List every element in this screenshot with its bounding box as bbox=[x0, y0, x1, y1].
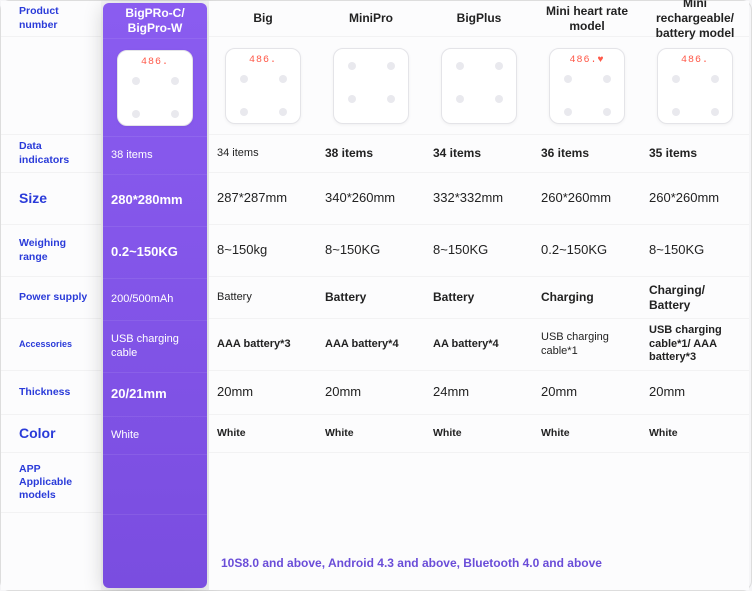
col-color: White bbox=[641, 415, 749, 453]
scale-readout: 486. bbox=[681, 55, 709, 68]
col-accessories: AAA battery*4 bbox=[317, 319, 425, 371]
col-thickness: 20mm bbox=[317, 371, 425, 415]
col-weighing-range: 8~150KG bbox=[425, 225, 533, 277]
scale-thumb-icon: 486.♥ bbox=[549, 48, 625, 124]
label-accessories: Accessories bbox=[1, 319, 101, 371]
data-column-0: Big 486. 34 items287*287mm8~150kgBatteryAA… bbox=[209, 1, 317, 590]
col-image: 486. bbox=[641, 37, 749, 135]
col-weighing-range: 8~150KG bbox=[317, 225, 425, 277]
col-name: Mini heart rate model bbox=[533, 1, 641, 37]
col-name: BigPlus bbox=[425, 1, 533, 37]
scale-readout: 486. bbox=[249, 55, 277, 68]
highlight-weighing-range: 0.2~150KG bbox=[103, 227, 207, 279]
col-name: MiniPro bbox=[317, 1, 425, 37]
col-data-indicators: 36 items bbox=[533, 135, 641, 173]
col-data-indicators: 34 items bbox=[209, 135, 317, 173]
scale-thumb-icon: 486. bbox=[225, 48, 301, 124]
label-product-number: Product number bbox=[1, 1, 101, 37]
col-thickness: 20mm bbox=[641, 371, 749, 415]
col-weighing-range: 8~150kg bbox=[209, 225, 317, 277]
col-weighing-range: 0.2~150KG bbox=[533, 225, 641, 277]
col-size: 332*332mm bbox=[425, 173, 533, 225]
label-data-indicators: Data indicators bbox=[1, 135, 101, 173]
app-compatibility-text: 10S8.0 and above, Android 4.3 and above,… bbox=[213, 547, 733, 580]
col-size: 340*260mm bbox=[317, 173, 425, 225]
col-size: 260*260mm bbox=[533, 173, 641, 225]
scale-thumb-icon: 486. bbox=[117, 50, 193, 126]
col-accessories: USB charging cable*1/ AAA battery*3 bbox=[641, 319, 749, 371]
col-image: 486. bbox=[209, 37, 317, 135]
highlight-app-spacer bbox=[103, 455, 207, 515]
col-thickness: 24mm bbox=[425, 371, 533, 415]
col-power-supply: Battery bbox=[209, 277, 317, 319]
highlight-accessories: USB charging cable bbox=[103, 321, 207, 373]
label-power-supply: Power supply bbox=[1, 277, 101, 319]
row-labels-column: Product number Data indicators Size Weig… bbox=[1, 1, 101, 590]
col-weighing-range: 8~150KG bbox=[641, 225, 749, 277]
col-power-supply: Battery bbox=[317, 277, 425, 319]
comparison-table: Product number Data indicators Size Weig… bbox=[1, 1, 751, 590]
label-thickness: Thickness bbox=[1, 371, 101, 415]
col-accessories: USB charging cable*1 bbox=[533, 319, 641, 371]
data-column-2: BigPlus 34 items332*332mm8~150KGBatteryAA… bbox=[425, 1, 533, 590]
col-size: 287*287mm bbox=[209, 173, 317, 225]
col-data-indicators: 35 items bbox=[641, 135, 749, 173]
col-accessories: AA battery*4 bbox=[425, 319, 533, 371]
col-color: White bbox=[317, 415, 425, 453]
highlight-data-indicators: 38 items bbox=[103, 137, 207, 175]
col-color: White bbox=[533, 415, 641, 453]
highlight-size: 280*280mm bbox=[103, 175, 207, 227]
col-power-supply: Charging/ Battery bbox=[641, 277, 749, 319]
label-weighing-range: Weighing range bbox=[1, 225, 101, 277]
col-thickness: 20mm bbox=[209, 371, 317, 415]
col-color: White bbox=[425, 415, 533, 453]
scale-thumb-icon bbox=[441, 48, 517, 124]
highlight-column: BigPRo-C/ BigPro-W 486. 38 items 280*280… bbox=[103, 3, 207, 588]
col-accessories: AAA battery*3 bbox=[209, 319, 317, 371]
col-power-supply: Battery bbox=[425, 277, 533, 319]
col-thickness: 20mm bbox=[533, 371, 641, 415]
col-data-indicators: 34 items bbox=[425, 135, 533, 173]
highlight-name: BigPRo-C/ BigPro-W bbox=[103, 3, 207, 39]
scale-readout: 486.♥ bbox=[569, 55, 604, 68]
scale-thumb-icon bbox=[333, 48, 409, 124]
highlight-thickness: 20/21mm bbox=[103, 373, 207, 417]
highlight-power-supply: 200/500mAh bbox=[103, 279, 207, 321]
col-size: 260*260mm bbox=[641, 173, 749, 225]
col-image bbox=[317, 37, 425, 135]
data-column-1: MiniPro 38 items340*260mm8~150KGBatteryAA… bbox=[317, 1, 425, 590]
scale-thumb-icon: 486. bbox=[657, 48, 733, 124]
col-name: Big bbox=[209, 1, 317, 37]
col-color: White bbox=[209, 415, 317, 453]
data-column-3: Mini heart rate model 486.♥ 36 items260*26… bbox=[533, 1, 641, 590]
col-image bbox=[425, 37, 533, 135]
col-name: Mini rechargeable/ battery model bbox=[641, 1, 749, 37]
label-color: Color bbox=[1, 415, 101, 453]
col-image: 486.♥ bbox=[533, 37, 641, 135]
data-column-4: Mini rechargeable/ battery model 486. 35 i… bbox=[641, 1, 749, 590]
label-size: Size bbox=[1, 173, 101, 225]
highlight-color: White bbox=[103, 417, 207, 455]
label-image-spacer bbox=[1, 37, 101, 135]
label-app: APP Applicable models bbox=[1, 453, 101, 513]
scale-readout: 486. bbox=[141, 57, 169, 70]
col-data-indicators: 38 items bbox=[317, 135, 425, 173]
col-power-supply: Charging bbox=[533, 277, 641, 319]
highlight-image: 486. bbox=[103, 39, 207, 137]
